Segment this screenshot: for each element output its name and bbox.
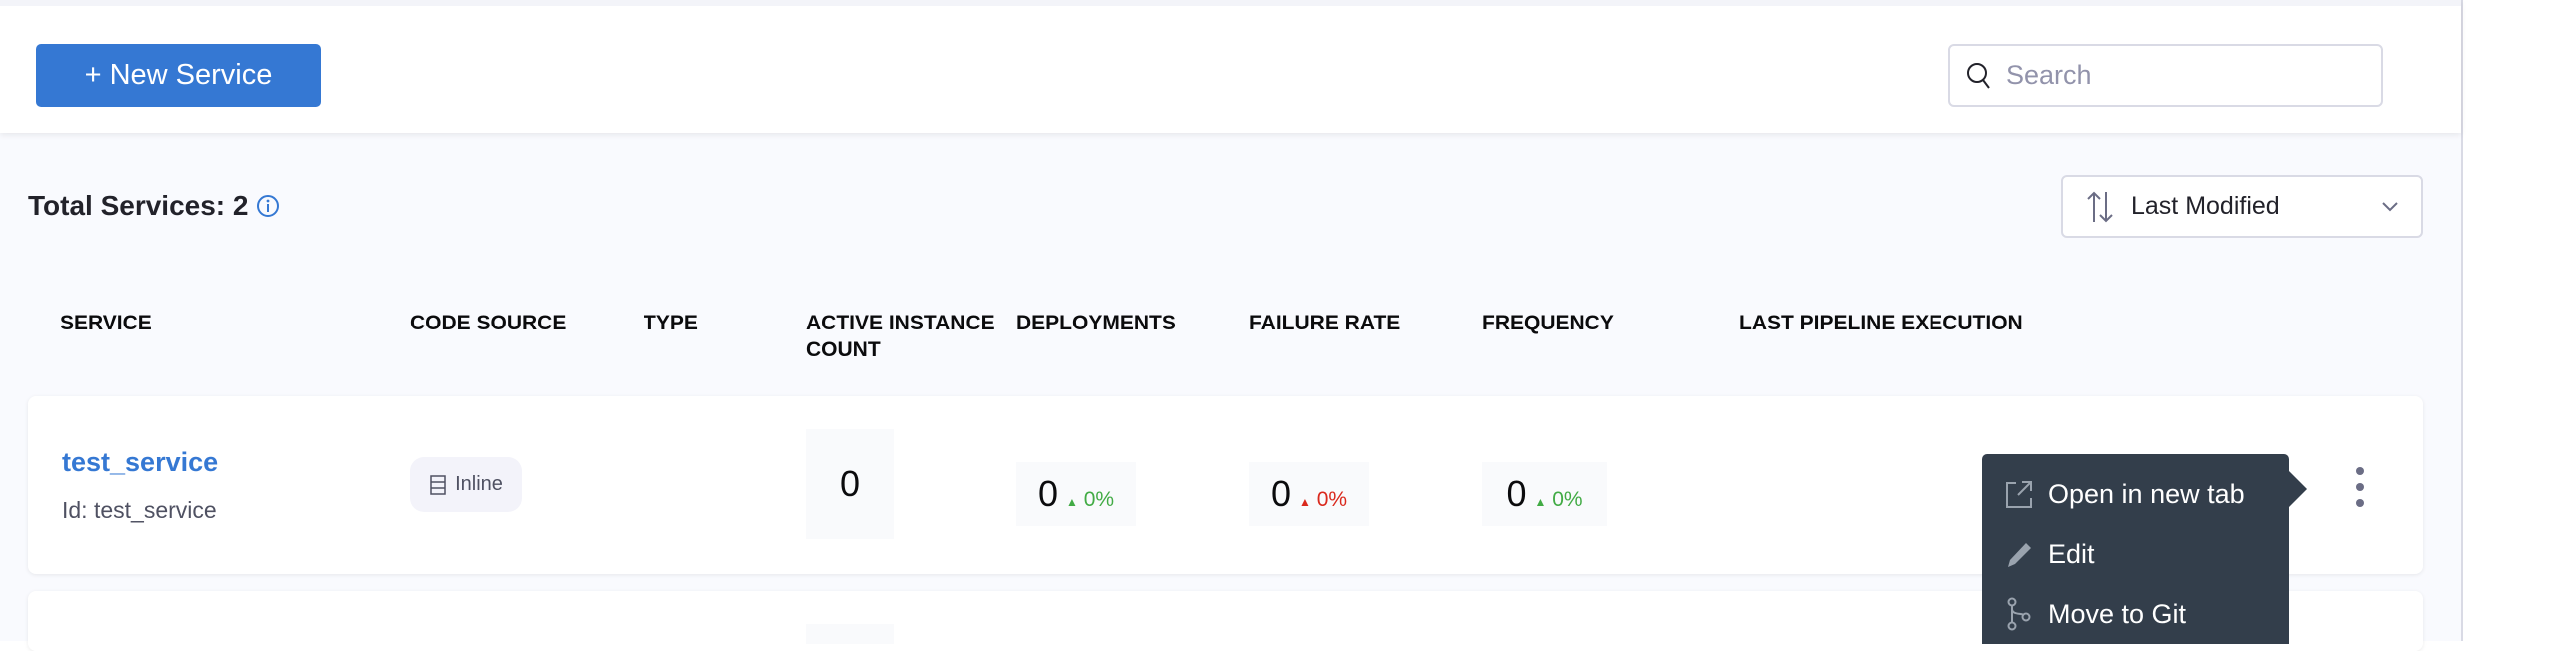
total-services: Total Services: 2	[28, 190, 280, 222]
chevron-down-icon	[2382, 201, 2398, 211]
sort-selected: Last Modified	[2131, 192, 2280, 220]
row-context-menu: Open in new tab Edit Move to Git	[1982, 454, 2307, 644]
external-link-icon	[2006, 481, 2032, 508]
sort-dropdown[interactable]: Last Modified	[2061, 175, 2423, 238]
search-input[interactable]: Search	[1948, 44, 2383, 107]
frequency-value: 0	[1506, 473, 1527, 514]
git-branch-icon	[2007, 597, 2031, 631]
code-source-badge: Inline	[410, 457, 522, 512]
info-icon[interactable]	[256, 194, 280, 218]
pencil-icon	[2008, 543, 2031, 567]
frequency-change-value: 0%	[1552, 488, 1583, 511]
service-id: Id: test_service	[62, 497, 217, 523]
service-name-link[interactable]: test_service	[62, 447, 219, 477]
deployments-cell: 0 ▲ 0%	[1016, 462, 1136, 526]
failure-rate-cell: 0 ▲ 0%	[1249, 462, 1369, 526]
menu-item-label: Edit	[2048, 538, 2095, 569]
active-instance-count: 0	[806, 429, 894, 539]
search-icon	[1967, 62, 1990, 89]
column-header-failure-rate: FAILURE RATE	[1249, 312, 1401, 334]
active-instance-value: 0	[839, 463, 861, 504]
column-header-deployments: DEPLOYMENTS	[1016, 312, 1176, 334]
triangle-up-icon: ▲	[1065, 495, 1078, 509]
column-header-service: SERVICE	[60, 312, 152, 334]
failure-rate-change: ▲ 0%	[1299, 488, 1347, 512]
triangle-up-icon: ▲	[1298, 495, 1311, 509]
frequency-change: ▲ 0%	[1534, 488, 1582, 512]
failure-rate-value: 0	[1270, 473, 1291, 514]
column-header-last-pipeline-execution: LAST PIPELINE EXECUTION	[1739, 312, 2023, 334]
search-placeholder: Search	[2006, 60, 2092, 90]
more-options-icon[interactable]	[2351, 467, 2369, 507]
active-instance-box	[806, 624, 894, 644]
column-header-active-instance-count: ACTIVE INSTANCE COUNT	[806, 312, 995, 361]
failure-rate-change-value: 0%	[1316, 488, 1348, 511]
column-header-type: TYPE	[644, 312, 698, 334]
deployments-change: ▲ 0%	[1066, 488, 1114, 512]
column-header-frequency: FREQUENCY	[1482, 312, 1614, 334]
menu-item-label: Open in new tab	[2048, 478, 2245, 509]
services-page: + New Service Search Total Services: 2 L…	[0, 0, 2463, 644]
toolbar: + New Service Search	[0, 0, 2461, 133]
column-header-code-source: CODE SOURCE	[410, 312, 567, 334]
menu-item-label: Move to Git	[2048, 598, 2187, 629]
deployments-change-value: 0%	[1083, 488, 1115, 511]
deployments-value: 0	[1037, 473, 1058, 514]
inline-storage-icon	[430, 474, 446, 495]
menu-item-open-in-new-tab[interactable]: Open in new tab	[1982, 464, 2289, 524]
sort-icon	[2087, 191, 2113, 222]
menu-item-edit[interactable]: Edit	[1982, 524, 2289, 584]
menu-item-move-to-git[interactable]: Move to Git	[1982, 584, 2289, 644]
new-service-button[interactable]: + New Service	[36, 44, 321, 107]
code-source-label: Inline	[455, 473, 503, 495]
frequency-cell: 0 ▲ 0%	[1482, 462, 1607, 526]
triangle-up-icon: ▲	[1534, 495, 1547, 509]
total-services-label: Total Services: 2	[28, 190, 249, 221]
